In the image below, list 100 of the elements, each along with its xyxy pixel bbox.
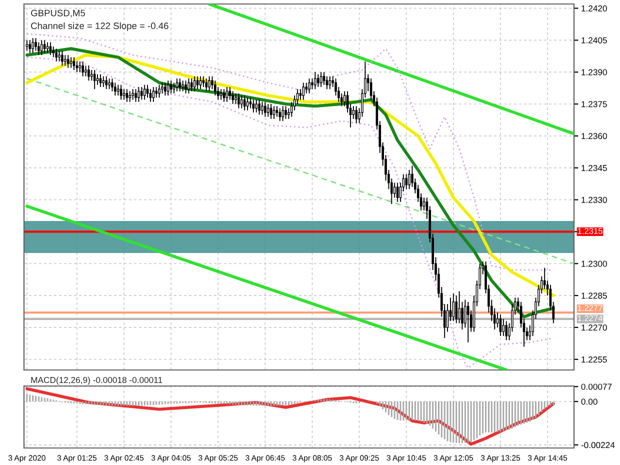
ref-line-label: 1.2315 <box>578 228 602 234</box>
candlestick <box>172 82 176 94</box>
candlestick <box>455 295 458 324</box>
candlestick <box>149 88 152 102</box>
candlestick <box>314 72 316 90</box>
candlestick <box>182 80 184 92</box>
y-tick-label: 1.2255 <box>582 356 607 363</box>
candlestick <box>26 40 28 52</box>
candlestick <box>355 106 358 124</box>
candlestick <box>249 97 252 109</box>
line-series <box>25 387 555 446</box>
candlestick <box>302 82 305 100</box>
candlestick <box>161 82 164 94</box>
candlestick <box>114 82 116 96</box>
candlestick <box>222 88 226 102</box>
y-tick-label: 0.00 <box>581 398 598 405</box>
candlestick <box>240 95 243 109</box>
candlestick <box>61 50 64 66</box>
y-tick-label: 1.2390 <box>582 69 607 76</box>
line-series <box>26 56 554 369</box>
chart-title: MACD(12,26,9) -0.00018 -0.00011 <box>31 376 162 385</box>
y-tick-label: 1.2270 <box>582 324 607 331</box>
candlestick <box>46 42 49 54</box>
candlestick <box>70 56 72 68</box>
candlestick <box>116 84 120 96</box>
candlestick <box>311 78 314 90</box>
candlestick <box>234 92 237 104</box>
candlestick <box>408 169 410 190</box>
candlestick <box>190 78 193 92</box>
candlestick <box>164 82 166 96</box>
candlestick <box>322 72 326 86</box>
y-tick-label: 1.2360 <box>582 133 607 140</box>
candlestick <box>90 69 93 82</box>
candlestick <box>305 82 308 94</box>
candlestick <box>111 78 114 92</box>
candlestick <box>278 108 282 122</box>
candlestick <box>214 80 216 96</box>
candlestick <box>261 101 264 116</box>
candlestick <box>184 80 187 94</box>
candlestick <box>140 86 143 100</box>
candlestick <box>43 40 46 54</box>
candlestick <box>496 312 499 328</box>
candlestick <box>122 88 126 100</box>
candlestick <box>188 78 190 94</box>
candlestick <box>105 76 108 90</box>
candlestick <box>220 88 222 100</box>
y-tick-label: 0.00077 <box>581 384 612 390</box>
candlestick <box>126 88 128 102</box>
candlestick <box>316 74 320 88</box>
candlestick <box>32 38 34 54</box>
text: Channel size = 122 Slope = -0.46 <box>31 22 168 31</box>
candlestick <box>128 90 132 102</box>
candlestick <box>134 88 137 102</box>
candlestick <box>266 104 270 118</box>
candlestick <box>272 106 276 120</box>
candlestick <box>466 301 470 343</box>
candlestick <box>178 78 182 92</box>
candlestick <box>58 50 60 62</box>
ref-line-label: 1.2274 <box>578 315 603 322</box>
candlestick <box>28 40 32 54</box>
candlestick <box>52 46 55 58</box>
y-tick-label: 1.2405 <box>582 37 607 44</box>
candlestick <box>64 54 66 66</box>
y-tick-label: 1.2375 <box>582 101 607 108</box>
y-tick-label: 1.2300 <box>582 260 607 267</box>
candlestick <box>505 320 508 341</box>
candlestick <box>299 88 302 100</box>
candlestick <box>40 40 43 56</box>
candlestick <box>238 92 240 109</box>
candlestick <box>170 80 172 94</box>
y-tick-label: 1.2420 <box>582 5 607 12</box>
candlestick <box>246 97 249 111</box>
candlestick <box>38 42 40 56</box>
candlestick <box>84 65 87 77</box>
y-tick-label: 1.2330 <box>582 196 607 203</box>
candlestick <box>88 65 90 82</box>
candlestick <box>228 86 232 100</box>
candlestick <box>66 54 70 68</box>
candlestick <box>232 90 234 104</box>
candlestick <box>276 106 278 118</box>
candlestick <box>158 84 160 98</box>
candlestick <box>252 99 255 114</box>
y-tick-label: -0.00224 <box>581 442 615 448</box>
candlestick <box>352 106 355 120</box>
candlestick <box>405 174 408 190</box>
candlestick <box>282 106 284 122</box>
candlestick <box>132 88 134 100</box>
candlestick <box>82 60 84 77</box>
y-tick-label: 1.2345 <box>582 164 607 172</box>
candlestick <box>99 74 102 88</box>
candlestick <box>205 78 208 92</box>
candlestick <box>284 106 287 120</box>
candlestick <box>328 76 332 90</box>
candlestick <box>72 56 76 70</box>
candlestick <box>176 78 178 92</box>
candlestick <box>96 74 99 86</box>
candlestick <box>55 48 58 62</box>
candlestick <box>308 78 310 94</box>
line-series <box>26 33 554 271</box>
candlestick <box>155 86 158 98</box>
